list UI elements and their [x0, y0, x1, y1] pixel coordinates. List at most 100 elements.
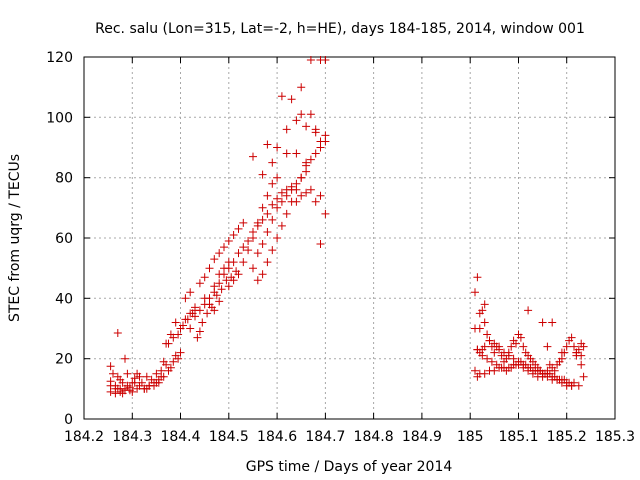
data-point [268, 179, 277, 188]
data-point [224, 264, 233, 273]
data-point [200, 273, 209, 282]
data-point [572, 348, 581, 357]
x-tick-label: 184.4 [160, 429, 200, 445]
data-point [169, 333, 178, 342]
data-point [273, 194, 282, 203]
chart-title: Rec. salu (Lon=315, Lat=-2, h=HE), days … [95, 21, 585, 37]
data-point [125, 383, 134, 392]
data-point [480, 300, 489, 309]
data-point [557, 375, 566, 384]
data-point [471, 366, 479, 375]
y-tick-label: 20 [55, 352, 73, 368]
data-point [258, 215, 267, 224]
data-point [195, 327, 204, 336]
data-point [311, 149, 320, 158]
data-point [483, 354, 492, 363]
data-point [249, 152, 257, 161]
data-point [133, 369, 142, 378]
x-tick-label: 185.1 [498, 429, 538, 445]
data-point [306, 56, 315, 64]
data-point [135, 381, 144, 390]
data-point [282, 185, 291, 194]
data-point [152, 369, 161, 378]
data-point [193, 333, 202, 342]
x-tick-label: 184.3 [112, 429, 152, 445]
x-axis-title: GPS time / Days of year 2014 [246, 459, 453, 475]
data-point [244, 246, 253, 255]
data-point [480, 318, 489, 327]
y-tick-label: 80 [55, 171, 73, 187]
data-point [229, 276, 238, 285]
data-point [215, 249, 224, 258]
data-point [239, 243, 248, 252]
data-point [106, 381, 115, 390]
data-point [297, 83, 306, 92]
data-point [306, 155, 315, 164]
data-point [277, 188, 286, 197]
data-point [514, 357, 523, 366]
data-point [292, 197, 301, 206]
data-point [106, 362, 115, 371]
data-points [106, 56, 588, 398]
data-point [509, 354, 518, 363]
data-point [316, 191, 325, 200]
data-point [287, 95, 296, 104]
data-point [524, 363, 533, 372]
data-point [152, 378, 161, 387]
data-point [302, 158, 311, 167]
data-point [234, 249, 243, 258]
data-point [538, 318, 547, 327]
data-point [169, 357, 178, 366]
data-point [297, 173, 306, 182]
data-point [128, 387, 137, 396]
data-point [186, 324, 195, 333]
data-point [268, 215, 277, 224]
data-point [222, 276, 231, 285]
data-point [229, 231, 238, 239]
data-point [121, 354, 129, 363]
data-point [234, 224, 243, 233]
data-point [485, 336, 494, 345]
data-point [263, 209, 272, 218]
data-point [249, 234, 257, 242]
data-point [579, 342, 588, 351]
data-point [570, 342, 578, 351]
data-point [577, 351, 586, 360]
data-point [164, 339, 173, 348]
y-tick-label: 60 [55, 231, 73, 247]
data-point [205, 264, 214, 273]
data-point [113, 329, 122, 337]
data-point [548, 372, 557, 381]
data-point [519, 342, 528, 351]
data-point [282, 125, 291, 134]
data-point [220, 243, 228, 252]
data-point [121, 386, 129, 395]
data-point [215, 279, 224, 288]
y-tick-label: 0 [64, 412, 73, 428]
data-point [562, 342, 571, 351]
x-tick-label: 185.2 [547, 429, 587, 445]
data-point [183, 315, 192, 324]
data-point [118, 378, 127, 387]
data-point [282, 209, 291, 218]
data-point [130, 378, 139, 387]
data-point [116, 384, 125, 393]
data-point [306, 185, 315, 194]
data-point [224, 282, 233, 291]
data-point [258, 270, 267, 279]
data-point [321, 131, 330, 140]
data-point [311, 128, 320, 137]
data-point [321, 209, 330, 218]
y-axis-title: STEC from uqrg / TECUs [7, 154, 23, 322]
data-point [258, 170, 267, 179]
data-point [516, 333, 525, 342]
data-point [478, 306, 487, 315]
data-point [483, 330, 492, 339]
data-point [321, 56, 330, 64]
data-point [557, 348, 566, 357]
data-point [268, 246, 277, 255]
data-point [524, 306, 533, 315]
data-point [277, 92, 286, 101]
data-point [217, 285, 226, 294]
data-point [263, 191, 272, 200]
